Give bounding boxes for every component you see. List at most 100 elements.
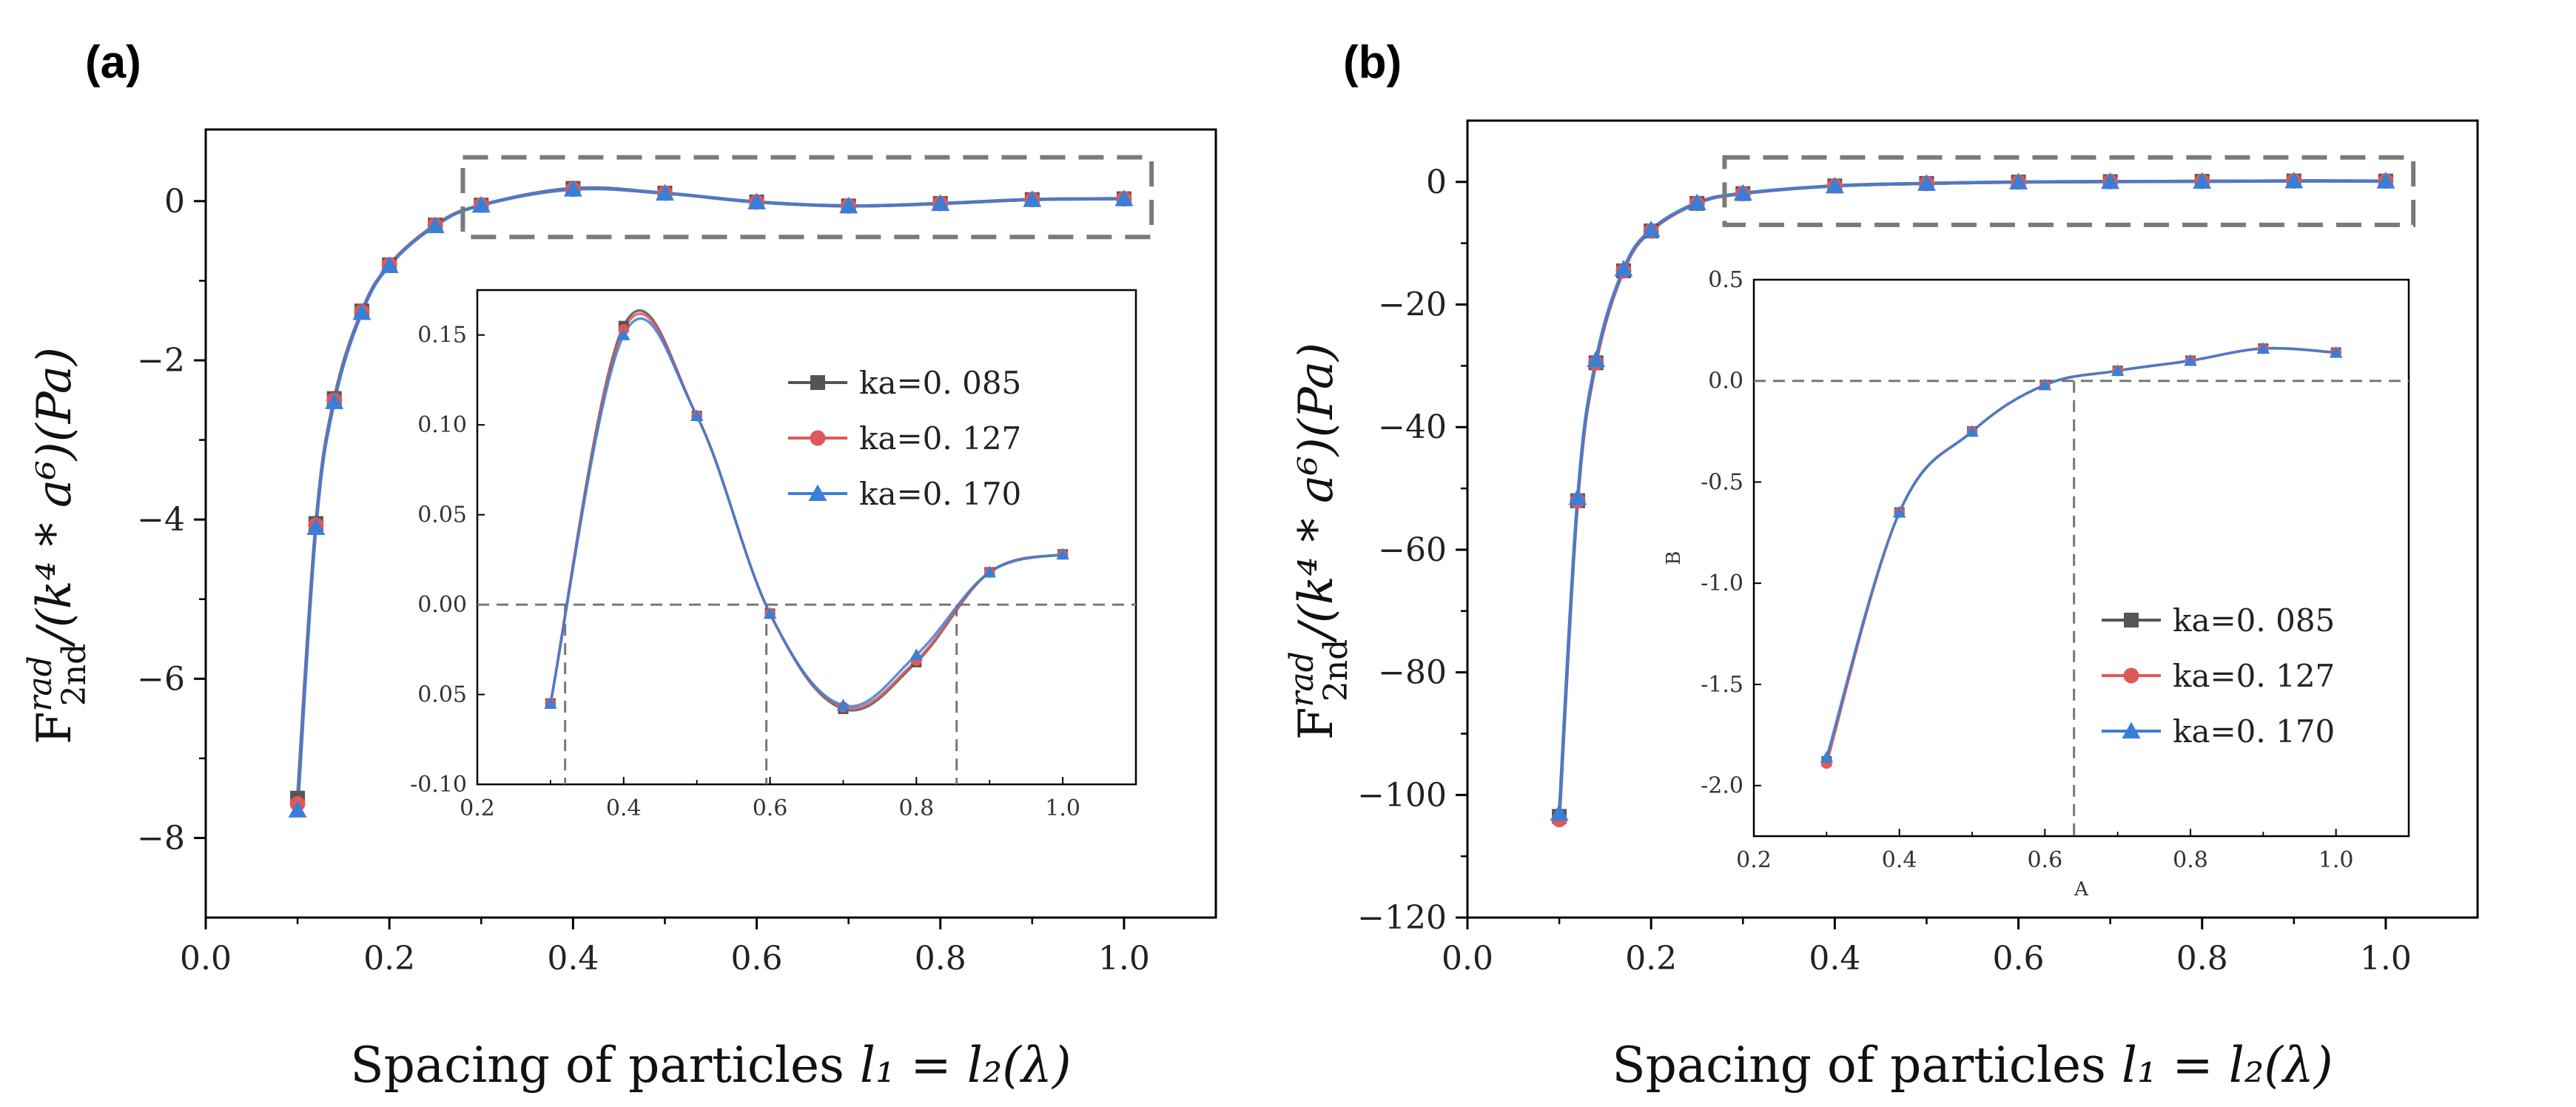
inset-data-point xyxy=(1965,425,1979,437)
inset-data-point xyxy=(2329,346,2343,358)
inset-y-tick-label: 0.00 xyxy=(417,592,467,618)
inset-data-point xyxy=(617,328,630,340)
data-point-ka=0.170 xyxy=(1687,193,1706,211)
inset-x-tick-label: 0.8 xyxy=(2173,847,2208,873)
highlight-box xyxy=(460,155,1154,240)
inset-data-point xyxy=(2184,354,2197,366)
inset-x-tick-label: 0.4 xyxy=(1882,847,1917,873)
x-axis-label-text: Spacing of particles xyxy=(350,1037,860,1094)
data-point-ka=0.170 xyxy=(325,392,344,409)
inset-data-point xyxy=(1056,548,1069,560)
panel-a: (a) 0.0 0.2 0.4 0.6 0.8 1.0 0 −2 −4 −6 −8 Spacing of… xyxy=(21,37,1217,1094)
x-axis-label: Spacing of particles l₁ = l₂(λ) xyxy=(1612,1037,2333,1094)
data-point-ka=0.170 xyxy=(1114,189,1134,206)
data-point-ka=0.170 xyxy=(380,256,399,273)
plot-frame xyxy=(1466,119,2479,919)
highlight-box xyxy=(1722,155,2416,227)
y-tick-label: 0 xyxy=(1426,164,1447,201)
data-point-ka=0.170 xyxy=(655,184,674,201)
inset-y-tick-label: -1.5 xyxy=(1701,672,1743,698)
x-axis-label-math: l₁ = l₂(λ) xyxy=(860,1037,1072,1094)
data-point-ka=0.170 xyxy=(1550,804,1569,821)
inset-y-tick-label: 0.05 xyxy=(417,502,467,528)
inset-data-point xyxy=(1892,505,1906,518)
y-label-rest: /(k⁴ * a⁶)(Pa) xyxy=(1289,343,1344,644)
data-point-ka=0.170 xyxy=(1733,184,1752,201)
data-point-ka=0.170 xyxy=(747,192,767,209)
y-axis-label: Frad2nd/(k⁴ * a⁶)(Pa) xyxy=(1283,343,1355,740)
inset-y-tick-label: 0.10 xyxy=(417,412,467,438)
inset-frame xyxy=(476,289,1137,786)
legend-label: ka=0. 127 xyxy=(2173,658,2335,694)
x-tick-label: 0.2 xyxy=(363,940,415,978)
inset-x-tick-label: 0.6 xyxy=(2027,847,2062,873)
inset-x-tick-label: 0.2 xyxy=(1736,847,1772,873)
data-point-ka=0.170 xyxy=(471,195,491,213)
x-axis-label-math: l₁ = l₂(λ) xyxy=(2122,1037,2333,1094)
inset-data-point xyxy=(2111,364,2125,377)
x-tick-label: 0.4 xyxy=(547,940,599,978)
inset-series-line xyxy=(549,317,1063,708)
data-point-ka=0.170 xyxy=(1587,350,1606,368)
inset-y-tick-label: 0.05 xyxy=(417,682,467,708)
y-tick-label: −6 xyxy=(137,660,185,698)
y-tick-label: −40 xyxy=(1378,408,1447,446)
inset-chart: 0.2 0.4 0.6 0.8 1.0 0.5 0.0 -0.5 -1.0 -1.5 -2.0 A Bk… xyxy=(1663,267,2410,901)
inset-y-tick-label: 0.15 xyxy=(417,323,467,349)
inset-data-point xyxy=(836,699,850,711)
panel-label: (b) xyxy=(1343,37,1402,88)
x-tick-label: 0.4 xyxy=(1809,940,1860,978)
series-line-ka=0.170 xyxy=(295,186,1124,810)
data-point-ka=0.170 xyxy=(1023,190,1042,207)
y-label-sup: rad xyxy=(21,656,59,711)
x-tick-label: 0.6 xyxy=(731,940,783,978)
y-label-sub: 2nd xyxy=(56,644,93,707)
legend-label: ka=0. 085 xyxy=(2173,602,2335,639)
legend-marker xyxy=(808,484,827,501)
inset-chart: 0.2 0.4 0.6 0.8 1.0 0.15 0.10 0.05 0.00 0.05 -0.10… xyxy=(410,289,1137,821)
inset-x-tick-label: 0.2 xyxy=(460,795,495,821)
legend-marker xyxy=(2124,613,2139,627)
inset-x-tick-label: 1.0 xyxy=(1045,795,1080,821)
inset-y-tick-label: -0.10 xyxy=(410,772,467,798)
inset-data-point xyxy=(909,648,924,661)
y-tick-label: 0 xyxy=(164,183,185,221)
data-point-ka=0.170 xyxy=(931,194,950,212)
inset-x-tick-label: 0.6 xyxy=(753,795,788,821)
inset-x-tick-label: 1.0 xyxy=(2318,847,2354,873)
series-line-ka=0.170 xyxy=(1557,179,2386,814)
y-tick-label: −8 xyxy=(137,819,185,857)
legend-label: ka=0. 127 xyxy=(859,420,1021,457)
y-axis-label: Frad2nd/(k⁴ * a⁶)(Pa) xyxy=(21,347,93,744)
x-tick-label: 1.0 xyxy=(1098,940,1150,978)
x-axis-label: Spacing of particles l₁ = l₂(λ) xyxy=(350,1037,1071,1094)
legend-label: ka=0. 170 xyxy=(2173,713,2335,750)
y-tick-label: −80 xyxy=(1378,654,1447,692)
data-point-ka=0.170 xyxy=(1568,488,1587,505)
x-tick-label: 1.0 xyxy=(2360,940,2412,978)
inset-data-point xyxy=(763,607,777,619)
x-tick-label: 0.8 xyxy=(915,940,966,978)
x-tick-label: 0.0 xyxy=(1442,940,1493,978)
y-label-base: F xyxy=(27,712,82,744)
data-point-ka=0.170 xyxy=(1614,259,1633,277)
data-point-ka=0.170 xyxy=(1825,176,1844,194)
plot-frame xyxy=(204,128,1217,919)
y-tick-label: −20 xyxy=(1378,286,1447,324)
inset-legend: ka=0. 085 ka=0. 127 ka=0. 170 xyxy=(788,365,1021,512)
inset-x-axis-label: A xyxy=(2074,878,2089,901)
data-point-ka=0.170 xyxy=(306,518,326,535)
data-point-ka=0.170 xyxy=(2284,172,2304,189)
inset-y-tick-label: -2.0 xyxy=(1701,773,1743,799)
y-tick-label: −60 xyxy=(1378,531,1447,569)
inset-data-point xyxy=(544,696,557,709)
y-label-sup: rad xyxy=(1283,651,1321,707)
data-point-ka=0.170 xyxy=(288,801,307,818)
y-label-rest: /(k⁴ * a⁶)(Pa) xyxy=(27,347,82,648)
inset-y-axis-label: B xyxy=(1663,551,1685,565)
panel-label: (a) xyxy=(85,37,141,88)
inset-y-tick-label: -1.0 xyxy=(1701,571,1743,596)
data-point-ka=0.170 xyxy=(839,196,858,214)
data-point-ka=0.170 xyxy=(1917,174,1936,191)
